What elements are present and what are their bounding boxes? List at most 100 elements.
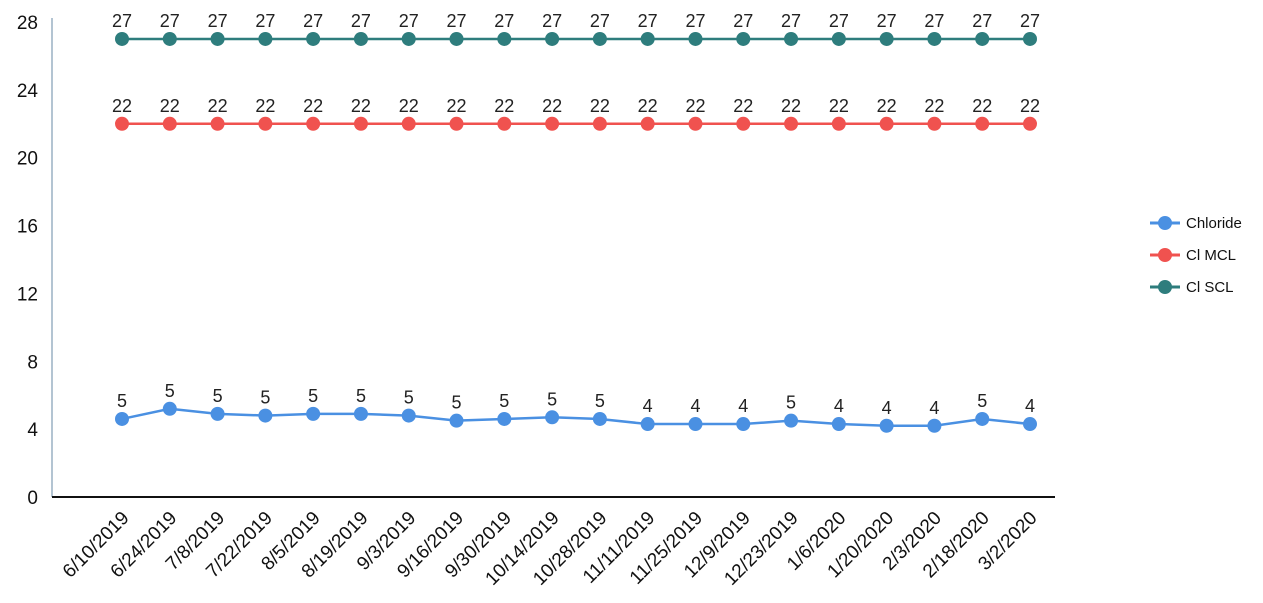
data-point[interactable] [545, 410, 560, 425]
data-point[interactable] [306, 406, 321, 421]
y-tick-label: 20 [17, 149, 38, 170]
data-point[interactable] [497, 31, 512, 46]
data-point[interactable] [784, 31, 799, 46]
legend-label: Chloride [1186, 215, 1242, 232]
data-point[interactable] [688, 31, 703, 46]
data-point[interactable] [831, 116, 846, 131]
y-tick-label: 16 [17, 217, 38, 238]
data-point[interactable] [640, 417, 655, 432]
data-label: 5 [547, 389, 557, 409]
data-point[interactable] [688, 417, 703, 432]
data-point[interactable] [353, 31, 368, 46]
data-point[interactable] [115, 31, 129, 46]
data-point[interactable] [353, 116, 368, 131]
data-label: 4 [738, 396, 748, 416]
data-point[interactable] [927, 31, 942, 46]
data-label: 27 [351, 11, 371, 31]
data-point[interactable] [258, 31, 273, 46]
data-point[interactable] [784, 116, 799, 131]
series-line [121, 407, 1031, 427]
data-point[interactable] [640, 31, 655, 46]
data-point[interactable] [640, 116, 655, 131]
data-label: 5 [499, 391, 509, 411]
data-point[interactable] [497, 116, 512, 131]
data-point[interactable] [784, 413, 799, 428]
data-label: 5 [786, 393, 796, 413]
data-point[interactable] [1023, 417, 1037, 432]
data-label: 4 [929, 398, 939, 418]
legend[interactable]: Chloride Cl MCL Cl SCL [1150, 215, 1242, 296]
data-label: 22 [638, 96, 658, 116]
data-point[interactable] [927, 116, 942, 131]
data-point[interactable] [258, 116, 273, 131]
data-point[interactable] [736, 116, 751, 131]
data-point[interactable] [879, 31, 894, 46]
data-point[interactable] [975, 116, 990, 131]
axes [51, 18, 1055, 498]
data-label: 5 [260, 388, 270, 408]
data-point[interactable] [210, 116, 225, 131]
data-point[interactable] [115, 116, 129, 131]
data-label: 27 [399, 11, 419, 31]
data-point[interactable] [497, 411, 512, 426]
data-point[interactable] [592, 116, 607, 131]
data-point[interactable] [353, 406, 368, 421]
data-point[interactable] [210, 406, 225, 421]
legend-swatch-marker [1158, 216, 1172, 230]
legend-item[interactable]: Chloride [1150, 215, 1242, 232]
data-label: 22 [829, 96, 849, 116]
data-point[interactable] [258, 408, 273, 423]
data-label: 5 [404, 388, 414, 408]
data-label: 27 [685, 11, 705, 31]
legend-item[interactable]: Cl MCL [1150, 247, 1236, 264]
data-point[interactable] [401, 408, 416, 423]
y-axis-ticks: 0 4 8 12 16 20 24 28 [17, 13, 39, 509]
data-point[interactable] [592, 31, 607, 46]
data-point[interactable] [831, 31, 846, 46]
data-point[interactable] [210, 31, 225, 46]
data-point[interactable] [162, 116, 177, 131]
data-label: 5 [977, 391, 987, 411]
data-point[interactable] [592, 411, 607, 426]
data-point[interactable] [401, 31, 416, 46]
data-point[interactable] [831, 417, 846, 432]
data-label: 27 [303, 11, 323, 31]
data-point[interactable] [449, 31, 464, 46]
data-point[interactable] [1023, 31, 1037, 46]
data-point[interactable] [879, 116, 894, 131]
data-label: 27 [494, 11, 514, 31]
legend-swatch-marker [1158, 280, 1172, 294]
legend-swatch-marker [1158, 248, 1172, 262]
data-point[interactable] [879, 418, 894, 433]
data-label: 4 [643, 396, 653, 416]
data-point[interactable] [545, 31, 560, 46]
data-label: 5 [308, 386, 318, 406]
data-label: 22 [1020, 96, 1040, 116]
data-point[interactable] [688, 116, 703, 131]
data-point[interactable] [975, 31, 990, 46]
legend-item[interactable]: Cl SCL [1150, 279, 1234, 296]
data-point[interactable] [306, 116, 321, 131]
data-label: 22 [733, 96, 753, 116]
data-point[interactable] [449, 413, 464, 428]
data-point[interactable] [1023, 116, 1037, 131]
data-label: 22 [447, 96, 467, 116]
data-point[interactable] [736, 417, 751, 432]
legend-label: Cl MCL [1186, 247, 1236, 264]
data-point[interactable] [736, 31, 751, 46]
data-label: 27 [255, 11, 275, 31]
data-point[interactable] [115, 411, 129, 426]
data-point[interactable] [545, 116, 560, 131]
y-tick-label: 8 [27, 352, 38, 373]
data-point[interactable] [449, 116, 464, 131]
data-point[interactable] [306, 31, 321, 46]
data-point[interactable] [162, 31, 177, 46]
data-point[interactable] [401, 116, 416, 131]
data-label: 22 [877, 96, 897, 116]
data-label: 27 [924, 11, 944, 31]
data-point[interactable] [927, 418, 942, 433]
data-label: 27 [447, 11, 467, 31]
data-point[interactable] [975, 411, 990, 426]
data-point[interactable] [162, 401, 177, 416]
series-cl-scl: 27 27 27 27 27 27 27 27 27 27 27 27 27 27 27 27 27 27 27 27 [112, 11, 1040, 46]
